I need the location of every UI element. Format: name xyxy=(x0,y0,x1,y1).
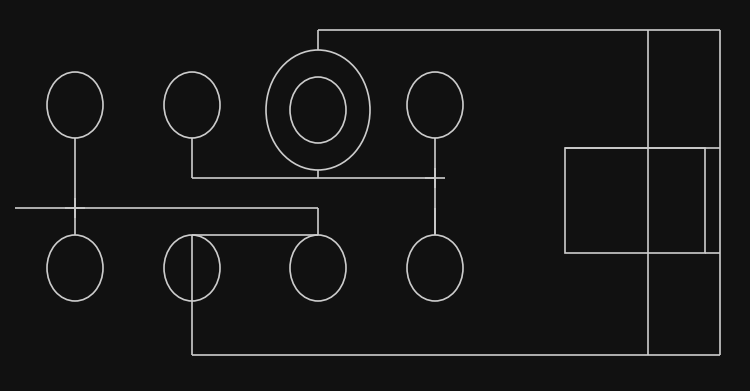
Bar xyxy=(565,148,705,253)
